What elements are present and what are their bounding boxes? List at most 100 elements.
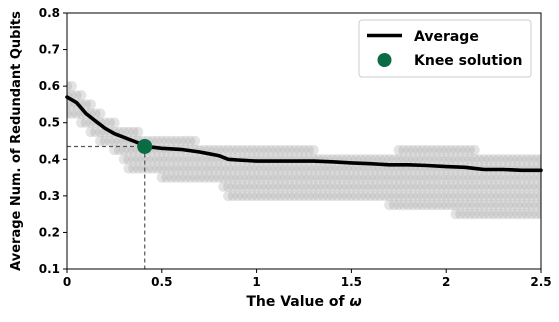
scatter-point	[166, 135, 177, 147]
legend[interactable]: Average Knee solution	[358, 19, 532, 78]
scatter-point	[227, 144, 239, 156]
scatter-point	[478, 154, 490, 165]
scatter-point	[294, 172, 305, 183]
scatter-point	[128, 154, 139, 165]
scatter-point	[223, 144, 234, 156]
scatter-point	[313, 163, 324, 174]
scatter-point	[256, 163, 267, 174]
scatter-point	[521, 190, 532, 202]
scatter-point	[256, 181, 267, 192]
scatter-point	[488, 172, 499, 183]
scatter-point	[123, 154, 134, 165]
scatter-point	[535, 208, 541, 220]
scatter-point	[346, 181, 357, 192]
scatter-point	[170, 163, 182, 174]
scatter-point	[407, 199, 419, 211]
scatter-point	[417, 190, 428, 202]
scatter-point	[241, 163, 253, 174]
scatter-point	[422, 154, 433, 165]
scatter-point	[474, 181, 485, 192]
scatter-point	[284, 144, 295, 156]
scatter-point	[493, 154, 504, 165]
legend-knee-label: Knee solution	[414, 53, 522, 69]
y-tick-label: 0.8	[39, 6, 60, 20]
scatter-point	[275, 181, 286, 192]
scatter-point	[441, 190, 452, 202]
scatter-points	[67, 80, 541, 220]
scatter-point	[76, 90, 87, 101]
scatter-point	[294, 190, 305, 202]
scatter-point	[384, 181, 395, 192]
scatter-point	[170, 135, 182, 147]
scatter-point	[507, 208, 518, 220]
scatter-point	[535, 154, 541, 165]
scatter-point	[460, 208, 471, 220]
scatter-point	[189, 154, 201, 165]
scatter-point	[483, 199, 495, 211]
scatter-point	[531, 172, 541, 183]
scatter-point	[512, 172, 523, 183]
scatter-point	[455, 190, 466, 202]
scatter-point	[180, 154, 191, 165]
scatter-point	[516, 181, 528, 192]
scatter-point	[313, 190, 324, 202]
scatter-point	[322, 163, 333, 174]
scatter-point	[118, 144, 130, 156]
scatter-point	[422, 199, 433, 211]
scatter-point	[355, 163, 367, 174]
scatter-point	[469, 181, 480, 192]
scatter-point	[455, 199, 466, 211]
scatter-point	[436, 154, 447, 165]
scatter-point	[502, 199, 513, 211]
scatter-point	[478, 172, 490, 183]
scatter-point	[469, 208, 480, 220]
scatter-point	[412, 199, 423, 211]
scatter-point	[180, 163, 191, 174]
scatter-point	[185, 135, 196, 147]
scatter-point	[403, 181, 414, 192]
scatter-point	[507, 199, 518, 211]
scatter-point	[497, 172, 509, 183]
scatter-point	[355, 172, 367, 183]
scatter-point	[436, 190, 447, 202]
scatter-point	[502, 181, 513, 192]
scatter-point	[493, 181, 504, 192]
scatter-point	[365, 190, 376, 202]
scatter-point	[488, 190, 499, 202]
scatter-point	[502, 190, 513, 202]
scatter-point	[426, 199, 438, 211]
scatter-point	[161, 172, 172, 183]
scatter-point	[67, 99, 73, 110]
scatter-point	[298, 163, 310, 174]
scatter-point	[275, 163, 286, 174]
scatter-point	[460, 190, 471, 202]
scatter-point	[289, 190, 300, 202]
scatter-point	[469, 154, 480, 165]
scatter-point	[284, 190, 295, 202]
scatter-point	[441, 172, 452, 183]
scatter-point	[403, 172, 414, 183]
y-tick-label: 0.4	[39, 152, 60, 166]
scatter-point	[388, 181, 400, 192]
scatter-point	[460, 154, 471, 165]
scatter-point	[289, 144, 300, 156]
scatter-point	[166, 163, 177, 174]
scatter-point	[223, 172, 234, 183]
scatter-point	[388, 190, 400, 202]
scatter-point	[417, 154, 428, 165]
scatter-point	[464, 181, 476, 192]
scatter-point	[436, 181, 447, 192]
scatter-point	[260, 163, 272, 174]
scatter-point	[445, 154, 457, 165]
scatter-point	[341, 172, 352, 183]
scatter-point	[407, 172, 419, 183]
scatter-point	[199, 154, 210, 165]
y-tick-label: 0.6	[39, 79, 60, 93]
scatter-point	[526, 172, 537, 183]
scatter-point	[341, 163, 352, 174]
scatter-point	[422, 190, 433, 202]
scatter-point	[308, 172, 319, 183]
scatter-point	[317, 181, 329, 192]
scatter-point	[170, 172, 182, 183]
scatter-point	[422, 181, 433, 192]
